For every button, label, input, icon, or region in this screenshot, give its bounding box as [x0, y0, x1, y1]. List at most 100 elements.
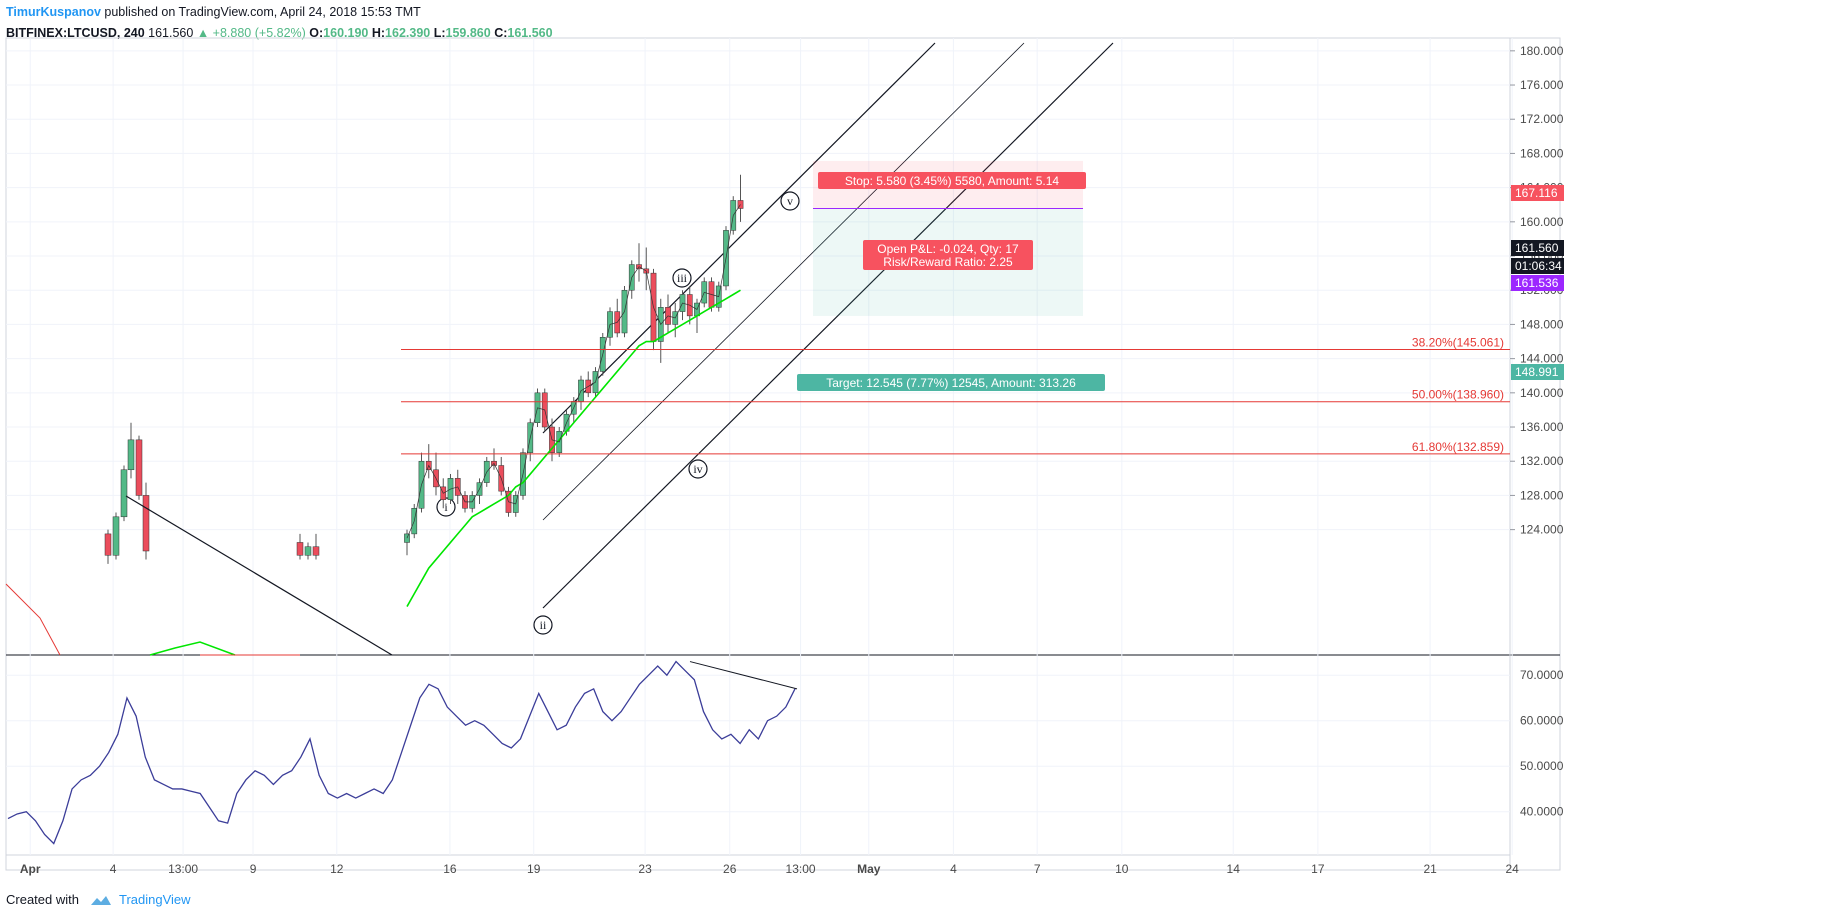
- symbol-label[interactable]: BITFINEX:LTCUSD, 240: [6, 26, 145, 40]
- close-value: 161.560: [507, 26, 553, 40]
- time-tick-label: 7: [1034, 862, 1041, 876]
- wave-circle: [672, 268, 692, 288]
- price-badge: 148.991: [1515, 365, 1559, 379]
- price-tick-label: 136.000: [1520, 420, 1564, 434]
- rsi-tick-label: 70.0000: [1520, 668, 1564, 682]
- last-price: 161.560: [148, 26, 194, 40]
- sma-line: [406, 204, 741, 539]
- price-badge-bg: [1511, 364, 1564, 380]
- stop-label-bg: [818, 172, 1086, 189]
- target-label: Target: 12.545 (7.77%) 12545, Amount: 31…: [826, 376, 1076, 390]
- price-tick-label: 168.000: [1520, 146, 1564, 160]
- price-tick-label: 128.000: [1520, 488, 1564, 502]
- time-tick-label: 14: [1227, 862, 1241, 876]
- candle-body: [296, 542, 304, 556]
- price-tick-label: 144.000: [1520, 352, 1564, 366]
- tradingview-label: TradingView: [118, 892, 191, 907]
- rr-label: Risk/Reward Ratio: 2.25: [883, 255, 1013, 269]
- target-label-bg: [797, 374, 1105, 391]
- time-tick-label: Apr: [20, 862, 41, 876]
- rsi-tick-label: 40.0000: [1520, 805, 1564, 819]
- price-badge: 167.116: [1515, 186, 1558, 200]
- rsi-pane: [7, 660, 798, 845]
- rsi-divergence-line: [689, 661, 798, 690]
- tradingview-logo-icon: [90, 895, 111, 905]
- fib-label: 61.80%(132.859): [1412, 440, 1504, 454]
- channel-lower: [542, 42, 1114, 609]
- price-badge: 161.560: [1515, 241, 1559, 255]
- wave-label: iv: [693, 462, 702, 476]
- high-label: H:: [371, 26, 386, 40]
- candle-series: [404, 174, 744, 556]
- wave-circle: [688, 459, 708, 479]
- time-tick-label: 9: [250, 862, 257, 876]
- wave-label: ii: [540, 618, 547, 632]
- published-text: published on TradingView.com, April 24, …: [104, 5, 421, 19]
- candle-body: [120, 469, 128, 518]
- time-tick-label: 17: [1311, 862, 1325, 876]
- candle-body: [312, 546, 320, 556]
- price-badge-bg: [1511, 240, 1564, 256]
- candle-body: [304, 546, 312, 556]
- wave-label: iii: [677, 271, 688, 285]
- wave-circle: [780, 191, 800, 211]
- low-value: 159.860: [445, 26, 491, 40]
- descending-trendline: [125, 495, 393, 656]
- candle-body: [737, 200, 744, 209]
- price-tick-label: 176.000: [1520, 78, 1564, 92]
- time-tick-label: 16: [443, 862, 457, 876]
- footer: Created with TradingView: [6, 892, 191, 907]
- candle-body: [104, 533, 112, 556]
- wave-circle: [533, 615, 553, 635]
- time-tick-label: 24: [1505, 862, 1519, 876]
- chart-frame: [5, 37, 1561, 871]
- early-ma-green: [149, 641, 236, 656]
- fib-label: 38.20%(145.061): [1412, 336, 1504, 350]
- price-change: ▲ +8.880 (+5.82%): [196, 26, 306, 40]
- overlays: 38.20%(145.061) 50.00%(138.960) 61.80%(132…: [401, 160, 1510, 607]
- time-tick-label: 10: [1115, 862, 1129, 876]
- rsi-tick-label: 50.0000: [1520, 759, 1564, 773]
- rsi-line: [7, 660, 796, 845]
- price-tick-label: 140.000: [1520, 386, 1564, 400]
- open-value: 160.190: [323, 26, 369, 40]
- pnl-label: Open P&L: -0.024, Qty: 17: [877, 242, 1019, 256]
- price-badge: 161.536: [1515, 276, 1559, 290]
- candle-body: [135, 439, 143, 496]
- author-link[interactable]: TimurKuspanov: [6, 5, 101, 19]
- high-value: 162.390: [385, 26, 431, 40]
- candle-body: [142, 495, 150, 552]
- time-tick-label: 13:00: [786, 862, 816, 876]
- wave-label: i: [444, 500, 448, 514]
- symbol-legend: BITFINEX:LTCUSD, 240 161.560 ▲ +8.880 (+…: [6, 25, 553, 42]
- open-label: O:: [309, 26, 324, 40]
- price-tick-label: 148.000: [1520, 317, 1564, 331]
- price-tick-label: 124.000: [1520, 523, 1564, 537]
- ema-line: [406, 289, 741, 607]
- time-tick-label: 4: [950, 862, 957, 876]
- time-tick-label: 4: [110, 862, 117, 876]
- price-badge-bg: [1511, 275, 1564, 291]
- time-tick-label: 12: [330, 862, 344, 876]
- fib-label: 50.00%(138.960): [1412, 388, 1504, 402]
- candle-body: [404, 533, 410, 543]
- pnl-bg: [863, 240, 1033, 270]
- price-badge-bg: [1511, 258, 1564, 274]
- price-badge-bg: [1511, 185, 1564, 201]
- price-tick-label: 180.000: [1520, 44, 1564, 58]
- axes: 124.000 128.000 132.000 136.000 140.000 144.0…: [20, 44, 1564, 876]
- tradingview-brand[interactable]: TradingView: [89, 892, 191, 907]
- price-tick-label: 132.000: [1520, 454, 1564, 468]
- wave-label: v: [787, 194, 793, 208]
- time-tick-label: 19: [527, 862, 541, 876]
- rsi-tick-label: 60.0000: [1520, 714, 1564, 728]
- channel-mid: [542, 42, 1025, 521]
- chart-header: TimurKuspanov published on TradingView.c…: [6, 4, 553, 42]
- stop-label: Stop: 5.580 (3.45%) 5580, Amount: 5.14: [845, 174, 1059, 188]
- candle-body: [127, 439, 135, 471]
- price-tick-label: 160.000: [1520, 215, 1564, 229]
- close-label: C:: [494, 26, 508, 40]
- channel-upper: [542, 42, 936, 434]
